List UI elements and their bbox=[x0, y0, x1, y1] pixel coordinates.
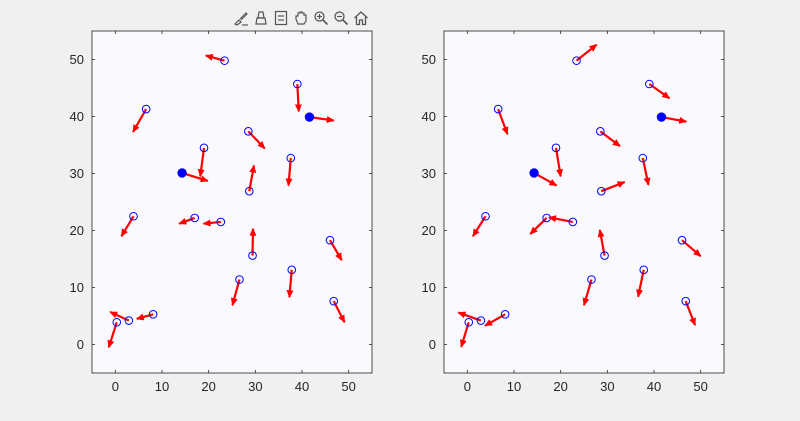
x-tick-label: 40 bbox=[647, 379, 661, 394]
velocity-arrow bbox=[636, 269, 645, 298]
velocity-arrow bbox=[248, 164, 257, 192]
open-marker bbox=[220, 56, 229, 65]
velocity-arrow bbox=[597, 228, 606, 256]
y-tick-label: 0 bbox=[429, 337, 436, 352]
filled-marker bbox=[304, 112, 315, 122]
y-tick-label: 10 bbox=[422, 280, 436, 295]
y-tick-label: 20 bbox=[70, 223, 84, 238]
open-marker bbox=[572, 56, 581, 65]
y-tick-label: 50 bbox=[70, 52, 84, 67]
open-marker bbox=[645, 79, 654, 89]
open-marker bbox=[190, 213, 199, 223]
open-marker bbox=[500, 309, 510, 319]
velocity-arrow bbox=[197, 147, 206, 178]
open-marker bbox=[464, 317, 474, 327]
y-tick-label: 40 bbox=[422, 109, 436, 124]
filled-marker bbox=[529, 168, 539, 178]
y-tick-label: 40 bbox=[70, 109, 84, 124]
velocity-arrow bbox=[582, 279, 593, 307]
y-tick-label: 50 bbox=[422, 52, 436, 67]
velocity-arrow bbox=[497, 108, 509, 136]
y-tick-label: 0 bbox=[77, 337, 84, 352]
open-marker bbox=[481, 211, 490, 221]
open-marker bbox=[287, 265, 297, 275]
open-marker bbox=[677, 235, 687, 245]
open-marker bbox=[124, 316, 134, 325]
open-marker bbox=[199, 143, 209, 153]
zoom-out-icon[interactable] bbox=[332, 9, 349, 27]
x-tick-label: 50 bbox=[693, 379, 707, 394]
brush-icon[interactable] bbox=[232, 9, 249, 27]
x-tick-label: 20 bbox=[553, 379, 567, 394]
open-marker bbox=[112, 317, 122, 327]
open-marker bbox=[129, 211, 138, 221]
open-marker bbox=[325, 235, 335, 245]
zoom-in-icon[interactable] bbox=[312, 9, 329, 27]
open-marker bbox=[600, 251, 609, 260]
open-marker bbox=[568, 217, 578, 227]
open-marker bbox=[639, 265, 649, 275]
velocity-arrow bbox=[107, 321, 118, 349]
legend-icon[interactable] bbox=[272, 9, 289, 27]
open-marker bbox=[681, 296, 691, 306]
y-tick-label: 30 bbox=[70, 166, 84, 181]
velocity-arrow bbox=[294, 83, 302, 113]
open-marker bbox=[244, 186, 254, 196]
plot-area bbox=[91, 30, 373, 374]
open-marker bbox=[587, 275, 596, 284]
open-marker bbox=[148, 309, 158, 319]
open-marker bbox=[493, 104, 503, 114]
x-tick-label: 0 bbox=[464, 379, 471, 394]
open-marker bbox=[329, 296, 339, 306]
open-marker bbox=[216, 217, 226, 227]
velocity-arrow bbox=[132, 108, 148, 133]
data-cursor-icon[interactable] bbox=[252, 9, 269, 27]
x-tick-label: 20 bbox=[201, 379, 215, 394]
open-marker bbox=[596, 186, 606, 196]
filled-marker bbox=[656, 112, 667, 122]
open-marker bbox=[293, 79, 302, 89]
open-marker bbox=[596, 127, 605, 136]
plot-area bbox=[443, 30, 725, 374]
open-marker bbox=[235, 275, 244, 284]
open-marker bbox=[638, 153, 648, 163]
axes-1: 0 10 20 30 40 50 0 10 20 30 40 50 bbox=[70, 30, 373, 394]
open-marker bbox=[244, 127, 253, 136]
velocity-arrow bbox=[286, 269, 294, 299]
open-marker bbox=[551, 143, 561, 153]
axes-2: 0 10 20 30 40 50 0 10 20 30 40 50 bbox=[422, 30, 725, 394]
x-tick-label: 30 bbox=[600, 379, 614, 394]
open-marker bbox=[286, 153, 296, 163]
pan-icon[interactable] bbox=[292, 9, 309, 27]
x-tick-label: 50 bbox=[341, 379, 355, 394]
x-tick-label: 40 bbox=[295, 379, 309, 394]
velocity-arrow bbox=[178, 216, 196, 225]
home-icon[interactable] bbox=[352, 9, 369, 27]
x-tick-label: 30 bbox=[248, 379, 262, 394]
open-marker bbox=[141, 104, 151, 114]
velocity-arrow bbox=[202, 219, 221, 227]
figure-toolbar bbox=[232, 9, 369, 27]
velocity-arrow bbox=[230, 279, 241, 307]
y-tick-label: 20 bbox=[422, 223, 436, 238]
velocity-arrow bbox=[285, 158, 293, 187]
velocity-arrow bbox=[641, 157, 651, 186]
y-tick-label: 10 bbox=[70, 280, 84, 295]
velocity-arrow bbox=[554, 147, 563, 178]
open-marker bbox=[248, 251, 257, 260]
x-tick-label: 0 bbox=[112, 379, 119, 394]
filled-marker bbox=[177, 168, 187, 178]
velocity-arrow bbox=[204, 53, 225, 62]
open-marker bbox=[476, 316, 486, 325]
x-tick-label: 10 bbox=[507, 379, 521, 394]
y-tick-label: 30 bbox=[422, 166, 436, 181]
x-tick-label: 10 bbox=[155, 379, 169, 394]
velocity-arrow bbox=[135, 313, 154, 321]
